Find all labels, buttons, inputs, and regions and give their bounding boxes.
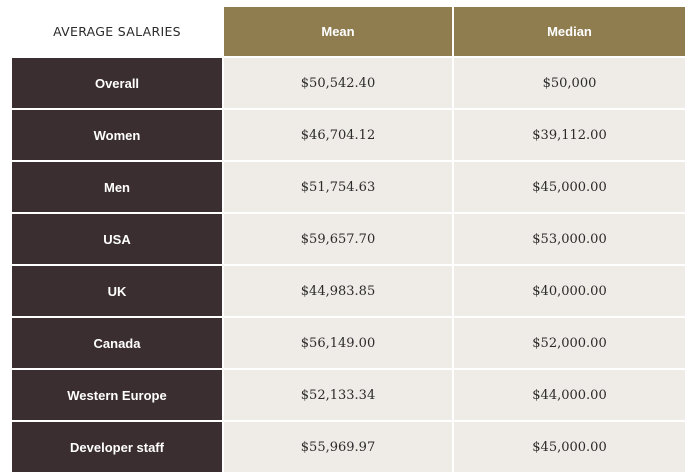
table-row: UK $44,983.85 $40,000.00	[10, 264, 687, 318]
median-value-uk: $40,000.00	[452, 264, 687, 318]
mean-value-men: $51,754.63	[222, 160, 454, 214]
mean-value-uk: $44,983.85	[222, 264, 454, 318]
row-label-developer-staff: Developer staff	[10, 420, 224, 474]
mean-value-western-europe: $52,133.34	[222, 368, 454, 422]
table-row: Developer staff $55,969.97 $45,000.00	[10, 420, 687, 474]
median-value-men: $45,000.00	[452, 160, 687, 214]
mean-value-canada: $56,149.00	[222, 316, 454, 370]
column-header-mean: Mean	[222, 5, 454, 58]
median-value-women: $39,112.00	[452, 108, 687, 162]
table-row: Women $46,704.12 $39,112.00	[10, 108, 687, 162]
row-label-women: Women	[10, 108, 224, 162]
table-row: Canada $56,149.00 $52,000.00	[10, 316, 687, 370]
salary-table: AVERAGE SALARIES Mean Median Overall $50…	[10, 5, 687, 474]
mean-value-overall: $50,542.40	[222, 56, 454, 110]
row-label-men: Men	[10, 160, 224, 214]
table-title: AVERAGE SALARIES	[10, 5, 224, 58]
median-value-developer-staff: $45,000.00	[452, 420, 687, 474]
table-row: Men $51,754.63 $45,000.00	[10, 160, 687, 214]
median-value-western-europe: $44,000.00	[452, 368, 687, 422]
table-row: Overall $50,542.40 $50,000	[10, 56, 687, 110]
row-label-uk: UK	[10, 264, 224, 318]
row-label-western-europe: Western Europe	[10, 368, 224, 422]
row-label-overall: Overall	[10, 56, 224, 110]
median-value-overall: $50,000	[452, 56, 687, 110]
table-row: Western Europe $52,133.34 $44,000.00	[10, 368, 687, 422]
mean-value-women: $46,704.12	[222, 108, 454, 162]
table-row: USA $59,657.70 $53,000.00	[10, 212, 687, 266]
mean-value-usa: $59,657.70	[222, 212, 454, 266]
column-header-median: Median	[452, 5, 687, 58]
median-value-canada: $52,000.00	[452, 316, 687, 370]
row-label-canada: Canada	[10, 316, 224, 370]
row-label-usa: USA	[10, 212, 224, 266]
median-value-usa: $53,000.00	[452, 212, 687, 266]
mean-value-developer-staff: $55,969.97	[222, 420, 454, 474]
header-row: AVERAGE SALARIES Mean Median	[10, 5, 687, 58]
